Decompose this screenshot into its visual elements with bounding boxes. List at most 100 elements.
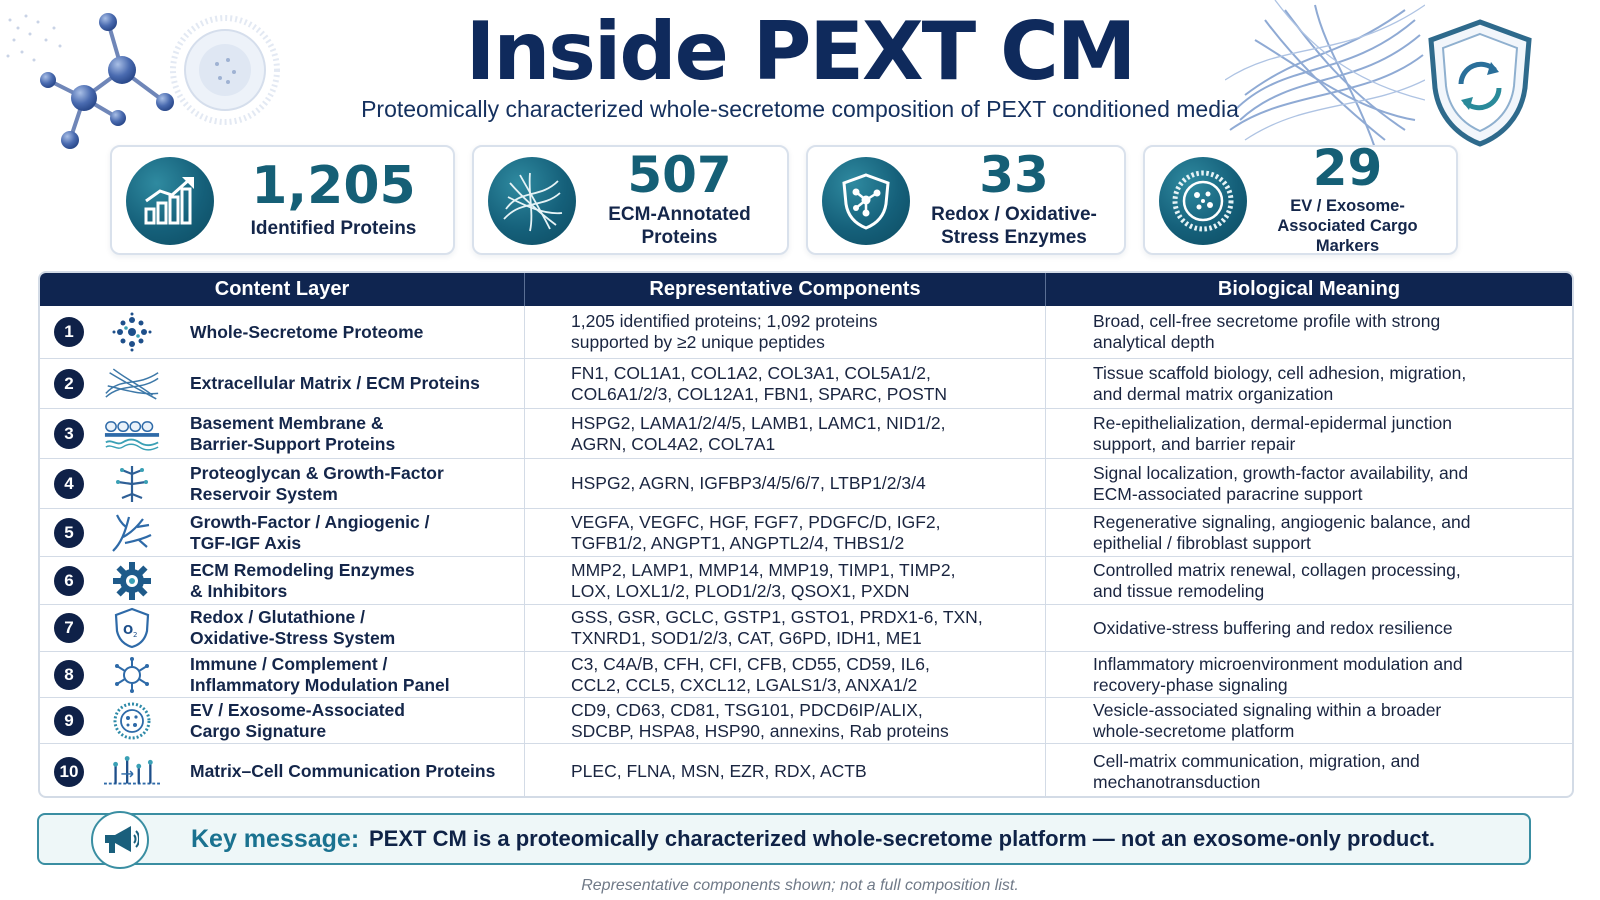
immune-cell-icon — [104, 655, 160, 695]
column-header-content-layer: Content Layer — [214, 278, 350, 300]
table-row: 9 EV / Exosome-Associated Cargo Signatur… — [40, 697, 1572, 743]
content-layer-cell: 3 Basement Membrane & Barrier-Support Pr… — [40, 409, 524, 458]
megaphone-icon — [91, 811, 149, 869]
content-layer-name: Proteoglycan & Growth-Factor Reservoir S… — [190, 462, 444, 504]
stat-value: 1,205 — [251, 155, 416, 216]
meaning-cell: Vesicle-associated signaling within a br… — [1045, 698, 1572, 743]
exosome-icon — [104, 701, 160, 741]
content-layer-cell: 10 Matrix–Cell Communication Proteins — [40, 744, 524, 796]
stat-card-identified-proteins: 1,205 Identified Proteins — [110, 145, 455, 255]
row-number-badge: 9 — [54, 705, 84, 736]
stat-label: ECM-Annotated Proteins — [608, 204, 751, 248]
content-layer-cell: 5 Growth-Factor / Angiogenic / TGF-IGF A… — [40, 509, 524, 556]
key-message-text: PEXT CM is a proteomically characterized… — [369, 826, 1436, 851]
fiber-decoration-icon — [1225, 0, 1425, 150]
footnote: Representative components shown; not a f… — [581, 877, 1019, 894]
table-row: 10 Matrix–Cell Communication Proteins PL… — [40, 743, 1572, 796]
meaning-cell: Broad, cell-free secretome profile with … — [1045, 306, 1572, 358]
table-row: 2 Extracellular Matrix / ECM Proteins FN… — [40, 358, 1572, 408]
table-header: Content Layer Representative Components … — [40, 273, 1572, 306]
content-layer-cell: 2 Extracellular Matrix / ECM Proteins — [40, 359, 524, 408]
table-row: 7 O 2 Redox / Glutathione / Oxidative-St… — [40, 604, 1572, 651]
membrane-layer-icon — [104, 414, 160, 454]
fiber-network-icon — [488, 157, 576, 245]
content-layer-cell: 9 EV / Exosome-Associated Cargo Signatur… — [40, 698, 524, 743]
content-layer-cell: 8 Immune / Complement / Inflammatory Mod… — [40, 652, 524, 697]
table-row: 5 Growth-Factor / Angiogenic / TGF-IGF A… — [40, 508, 1572, 556]
content-layer-name: EV / Exosome-Associated Cargo Signature — [190, 699, 405, 741]
content-layer-name: Whole-Secretome Proteome — [190, 321, 424, 342]
content-layer-name: Extracellular Matrix / ECM Proteins — [190, 373, 480, 393]
chart-growth-icon — [126, 157, 214, 245]
table-row: 4 Proteoglycan & Growth-Factor Reservoir… — [40, 458, 1572, 508]
content-layer-name: Growth-Factor / Angiogenic / TGF-IGF Axi… — [190, 511, 430, 553]
key-message-label: Key message: — [191, 824, 360, 853]
content-layer-cell: 1 Whole-Secretome Proteome — [40, 306, 524, 358]
row-number-badge: 3 — [54, 418, 84, 449]
content-layer-name: ECM Remodeling Enzymes & Inhibitors — [190, 559, 415, 601]
content-layer-name: Basement Membrane & Barrier-Support Prot… — [190, 412, 396, 454]
components-cell: C3, C4A/B, CFH, CFI, CFB, CD55, CD59, IL… — [524, 652, 1045, 697]
column-header-meaning: Biological Meaning — [1045, 273, 1572, 306]
meaning-cell: Oxidative-stress buffering and redox res… — [1045, 605, 1572, 651]
table-row: 1 Whole-Secretome Proteome 1,205 identif… — [40, 306, 1572, 358]
stat-label: EV / Exosome- Associated Cargo Markers — [1277, 197, 1418, 255]
meaning-cell: Re-epithelialization, dermal-epidermal j… — [1045, 409, 1572, 458]
components-cell: VEGFA, VEGFC, HGF, FGF7, PDGFC/D, IGF2, … — [524, 509, 1045, 556]
stat-label: Identified Proteins — [250, 217, 417, 239]
stat-card-ecm-proteins: 507 ECM-Annotated Proteins — [472, 145, 789, 255]
components-cell: PLEC, FLNA, MSN, EZR, RDX, ACTB — [524, 744, 1045, 796]
molecule-cluster-icon — [104, 312, 160, 352]
stat-value: 29 — [1312, 139, 1383, 198]
content-layer-cell: 7 O 2 Redox / Glutathione / Oxidative-St… — [40, 605, 524, 651]
meaning-cell: Controlled matrix renewal, collagen proc… — [1045, 557, 1572, 604]
fibers-icon — [104, 364, 160, 404]
meaning-cell: Signal localization, growth-factor avail… — [1045, 459, 1572, 508]
components-cell: MMP2, LAMP1, MMP14, MMP19, TIMP1, TIMP2,… — [524, 557, 1045, 604]
molecule-decoration-icon — [0, 0, 290, 160]
gear-icon — [104, 561, 160, 601]
stat-value: 33 — [979, 146, 1049, 205]
stat-card-redox-enzymes: 33 Redox / Oxidative- Stress Enzymes — [806, 145, 1126, 255]
meaning-cell: Regenerative signaling, angiogenic balan… — [1045, 509, 1572, 556]
stat-card-ev-markers: 29 EV / Exosome- Associated Cargo Marker… — [1143, 139, 1458, 255]
vesicle-icon — [1159, 157, 1247, 245]
row-number-badge: 5 — [54, 517, 84, 548]
row-number-badge: 7 — [54, 613, 84, 643]
svg-text:2: 2 — [133, 631, 137, 639]
table-row: 3 Basement Membrane & Barrier-Support Pr… — [40, 408, 1572, 458]
branching-vessel-icon — [104, 513, 160, 553]
components-cell: 1,205 identified proteins; 1,092 protein… — [524, 306, 1045, 358]
stat-label: Redox / Oxidative- Stress Enzymes — [931, 204, 1097, 248]
meaning-cell: Cell-matrix communication, migration, an… — [1045, 744, 1572, 796]
shield-molecule-icon — [822, 157, 910, 245]
components-cell: FN1, COL1A1, COL1A2, COL3A1, COL5A1/2, C… — [524, 359, 1045, 408]
svg-text:O: O — [123, 623, 133, 637]
components-cell: CD9, CD63, CD81, TSG101, PDCD6IP/ALIX, S… — [524, 698, 1045, 743]
row-number-badge: 1 — [54, 317, 84, 347]
cell-communication-icon — [104, 752, 160, 792]
content-layer-cell: 6 ECM Remodeling Enzymes & Inhibitors — [40, 557, 524, 604]
table-row: 6 ECM Remodeling Enzymes & Inhibitors MM… — [40, 556, 1572, 604]
page-title: Inside PEXT CM — [465, 5, 1137, 98]
stat-value: 507 — [627, 146, 732, 205]
shield-refresh-icon — [1425, 18, 1535, 148]
content-layer-name: Matrix–Cell Communication Proteins — [190, 761, 496, 781]
content-layer-name: Redox / Glutathione / Oxidative-Stress S… — [190, 607, 396, 648]
components-cell: HSPG2, LAMA1/2/4/5, LAMB1, LAMC1, NID1/2… — [524, 409, 1045, 458]
row-number-badge: 2 — [54, 368, 84, 399]
composition-table: Content Layer Representative Components … — [38, 271, 1574, 798]
row-number-badge: 4 — [54, 468, 84, 499]
proteoglycan-icon — [104, 464, 160, 504]
row-number-badge: 10 — [54, 756, 84, 787]
row-number-badge: 6 — [54, 565, 84, 596]
row-number-badge: 8 — [54, 659, 84, 690]
page-subtitle: Proteomically characterized whole-secret… — [361, 96, 1239, 122]
content-layer-name: Immune / Complement / Inflammatory Modul… — [190, 653, 450, 695]
components-cell: GSS, GSR, GCLC, GSTP1, GSTO1, PRDX1-6, T… — [524, 605, 1045, 651]
meaning-cell: Inflammatory microenvironment modulation… — [1045, 652, 1572, 697]
content-layer-cell: 4 Proteoglycan & Growth-Factor Reservoir… — [40, 459, 524, 508]
components-cell: HSPG2, AGRN, IGFBP3/4/5/6/7, LTBP1/2/3/4 — [524, 459, 1045, 508]
table-row: 8 Immune / Complement / Inflammatory Mod… — [40, 651, 1572, 697]
column-header-components: Representative Components — [524, 273, 1045, 306]
